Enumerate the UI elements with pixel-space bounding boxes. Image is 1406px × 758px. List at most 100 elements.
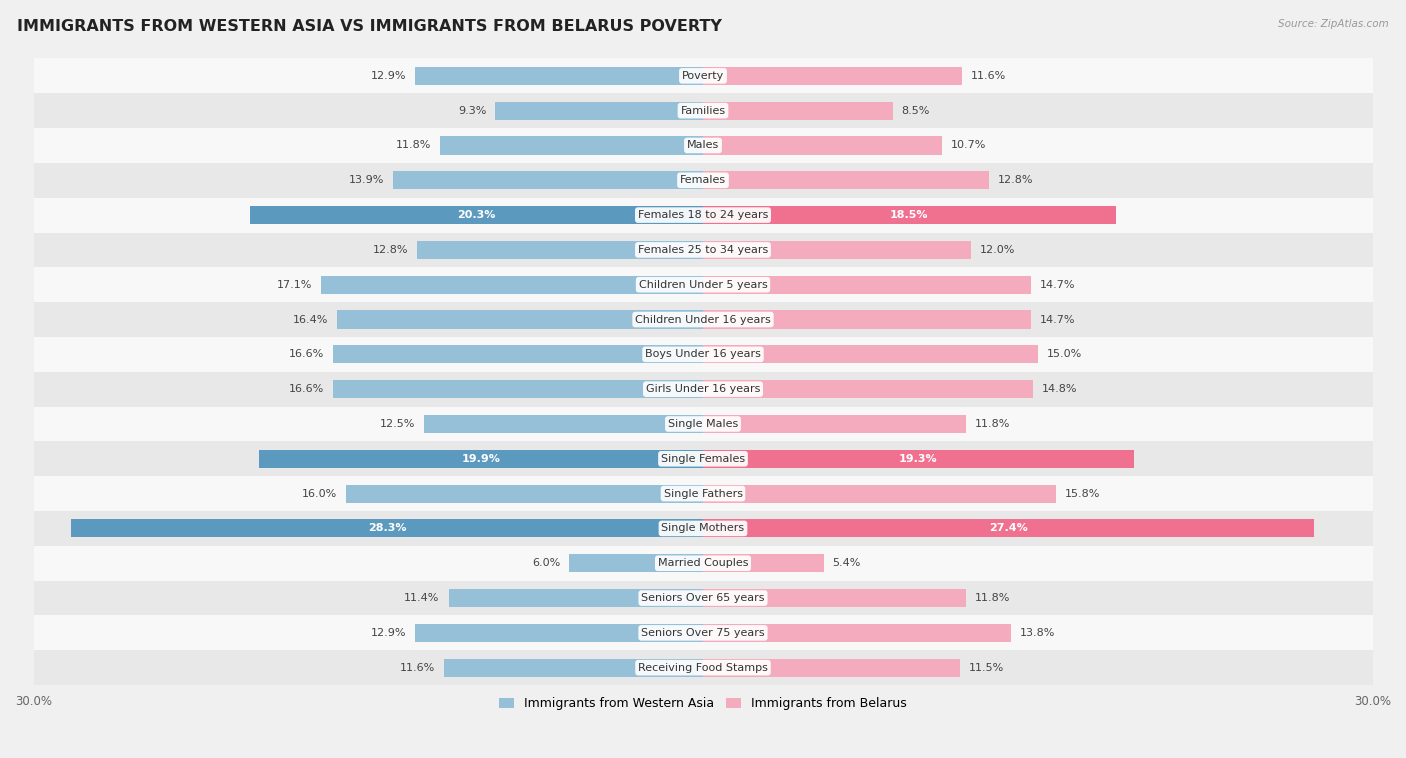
Text: Children Under 5 years: Children Under 5 years: [638, 280, 768, 290]
Bar: [34, 268, 1372, 302]
Text: 20.3%: 20.3%: [457, 210, 496, 220]
Bar: [34, 650, 1372, 685]
Text: 17.1%: 17.1%: [277, 280, 312, 290]
Bar: [34, 615, 1372, 650]
Bar: [34, 302, 1372, 337]
Text: Females 18 to 24 years: Females 18 to 24 years: [638, 210, 768, 220]
Bar: [495, 102, 703, 120]
Text: Single Males: Single Males: [668, 419, 738, 429]
Bar: [703, 241, 970, 259]
Text: 27.4%: 27.4%: [990, 524, 1028, 534]
Text: 14.7%: 14.7%: [1040, 280, 1076, 290]
Text: 12.8%: 12.8%: [373, 245, 408, 255]
Text: 15.0%: 15.0%: [1046, 349, 1083, 359]
Text: Families: Families: [681, 105, 725, 116]
Text: Girls Under 16 years: Girls Under 16 years: [645, 384, 761, 394]
Text: Single Females: Single Females: [661, 454, 745, 464]
Text: Seniors Over 75 years: Seniors Over 75 years: [641, 628, 765, 638]
Text: 19.3%: 19.3%: [898, 454, 938, 464]
Bar: [440, 136, 703, 155]
Bar: [34, 93, 1372, 128]
Text: Single Fathers: Single Fathers: [664, 489, 742, 499]
Bar: [34, 511, 1372, 546]
Bar: [34, 476, 1372, 511]
Text: 12.5%: 12.5%: [380, 419, 415, 429]
Text: 16.6%: 16.6%: [288, 384, 323, 394]
Bar: [703, 589, 966, 607]
Text: 16.0%: 16.0%: [302, 489, 337, 499]
Bar: [72, 519, 703, 537]
Bar: [703, 415, 966, 433]
Text: 11.6%: 11.6%: [970, 70, 1007, 81]
Text: 28.3%: 28.3%: [368, 524, 406, 534]
Text: 11.5%: 11.5%: [969, 662, 1004, 672]
Text: 12.9%: 12.9%: [371, 628, 406, 638]
Text: Males: Males: [688, 140, 718, 151]
Bar: [425, 415, 703, 433]
Bar: [703, 519, 1315, 537]
Bar: [703, 346, 1038, 363]
Bar: [703, 276, 1031, 294]
Bar: [703, 102, 893, 120]
Bar: [34, 58, 1372, 93]
Text: IMMIGRANTS FROM WESTERN ASIA VS IMMIGRANTS FROM BELARUS POVERTY: IMMIGRANTS FROM WESTERN ASIA VS IMMIGRAN…: [17, 19, 721, 34]
Text: 6.0%: 6.0%: [531, 558, 560, 568]
Text: 12.9%: 12.9%: [371, 70, 406, 81]
Bar: [415, 67, 703, 85]
Bar: [34, 128, 1372, 163]
Text: Boys Under 16 years: Boys Under 16 years: [645, 349, 761, 359]
Bar: [703, 554, 824, 572]
Bar: [449, 589, 703, 607]
Bar: [703, 67, 962, 85]
Text: 16.6%: 16.6%: [288, 349, 323, 359]
Bar: [34, 163, 1372, 198]
Text: 11.8%: 11.8%: [976, 419, 1011, 429]
Text: 11.6%: 11.6%: [399, 662, 436, 672]
Text: Females: Females: [681, 175, 725, 185]
Text: 18.5%: 18.5%: [890, 210, 929, 220]
Bar: [322, 276, 703, 294]
Bar: [34, 546, 1372, 581]
Bar: [259, 449, 703, 468]
Text: 19.9%: 19.9%: [461, 454, 501, 464]
Bar: [34, 198, 1372, 233]
Text: 8.5%: 8.5%: [901, 105, 929, 116]
Text: Source: ZipAtlas.com: Source: ZipAtlas.com: [1278, 19, 1389, 29]
Bar: [703, 449, 1133, 468]
Text: Single Mothers: Single Mothers: [661, 524, 745, 534]
Bar: [703, 311, 1031, 328]
Text: 11.4%: 11.4%: [405, 593, 440, 603]
Legend: Immigrants from Western Asia, Immigrants from Belarus: Immigrants from Western Asia, Immigrants…: [494, 692, 912, 716]
Text: 11.8%: 11.8%: [976, 593, 1011, 603]
Text: 12.8%: 12.8%: [998, 175, 1033, 185]
Text: 13.9%: 13.9%: [349, 175, 384, 185]
Bar: [392, 171, 703, 190]
Bar: [444, 659, 703, 677]
Bar: [703, 484, 1056, 503]
Text: 12.0%: 12.0%: [980, 245, 1015, 255]
Bar: [34, 441, 1372, 476]
Bar: [346, 484, 703, 503]
Bar: [703, 659, 960, 677]
Text: 9.3%: 9.3%: [458, 105, 486, 116]
Text: 14.7%: 14.7%: [1040, 315, 1076, 324]
Bar: [333, 346, 703, 363]
Text: 16.4%: 16.4%: [292, 315, 328, 324]
Bar: [250, 206, 703, 224]
Bar: [703, 206, 1116, 224]
Text: Married Couples: Married Couples: [658, 558, 748, 568]
Text: Females 25 to 34 years: Females 25 to 34 years: [638, 245, 768, 255]
Bar: [418, 241, 703, 259]
Text: 15.8%: 15.8%: [1064, 489, 1099, 499]
Bar: [703, 380, 1033, 398]
Bar: [703, 624, 1011, 642]
Bar: [34, 406, 1372, 441]
Text: 5.4%: 5.4%: [832, 558, 860, 568]
Text: 10.7%: 10.7%: [950, 140, 986, 151]
Text: Seniors Over 65 years: Seniors Over 65 years: [641, 593, 765, 603]
Bar: [337, 311, 703, 328]
Text: 13.8%: 13.8%: [1019, 628, 1056, 638]
Bar: [34, 371, 1372, 406]
Text: Poverty: Poverty: [682, 70, 724, 81]
Text: 14.8%: 14.8%: [1042, 384, 1078, 394]
